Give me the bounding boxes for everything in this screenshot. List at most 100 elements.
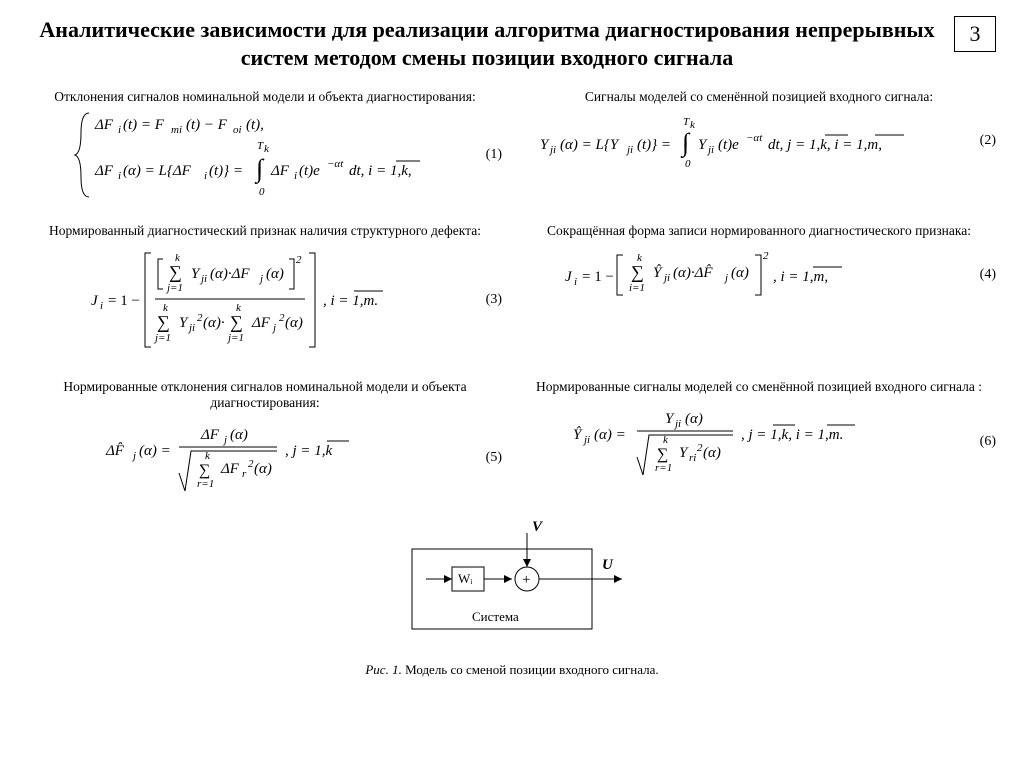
svg-text:ΔF: ΔF bbox=[270, 163, 290, 179]
svg-text:oi: oi bbox=[233, 124, 242, 136]
svg-text:ji: ji bbox=[625, 144, 633, 156]
svg-text:(t)} =: (t)} = bbox=[209, 163, 243, 179]
svg-text:j: j bbox=[131, 450, 136, 462]
eq-number-5: (5) bbox=[474, 450, 502, 466]
svg-text:T: T bbox=[257, 140, 264, 152]
svg-text:∑: ∑ bbox=[169, 262, 182, 282]
svg-text:(α) =: (α) = bbox=[594, 427, 626, 443]
svg-text:(α): (α) bbox=[254, 461, 272, 477]
svg-text:Y: Y bbox=[665, 411, 675, 427]
svg-text:−αt: −αt bbox=[746, 132, 763, 144]
svg-text:(t)e: (t)e bbox=[718, 137, 739, 153]
svg-text:ji: ji bbox=[662, 272, 670, 284]
eq-number-1: (1) bbox=[474, 147, 502, 163]
equation-6: Ŷji (α) = Yji (α) k ∑ r=1 Yri2 (α) , j =… bbox=[522, 401, 968, 483]
svg-text:, j = 1,k, i = 1,m.: , j = 1,k, i = 1,m. bbox=[741, 427, 843, 443]
equation-3: Ji = 1 − k ∑ j=1 Yji (α)·ΔFj (α) 2 bbox=[28, 245, 474, 355]
svg-text:Ŷ: Ŷ bbox=[573, 426, 583, 443]
svg-text:ji: ji bbox=[548, 144, 556, 156]
svg-text:r: r bbox=[242, 468, 247, 480]
svg-text:(α): (α) bbox=[685, 411, 703, 427]
svg-text:ΔF: ΔF bbox=[220, 461, 240, 477]
svg-text:(α) = L{ΔF: (α) = L{ΔF bbox=[123, 163, 192, 179]
svg-text:j=1: j=1 bbox=[165, 282, 183, 294]
svg-text:ji: ji bbox=[673, 418, 681, 430]
svg-text:k: k bbox=[663, 434, 669, 446]
svg-text:j=1: j=1 bbox=[226, 332, 244, 344]
svg-text:∑: ∑ bbox=[230, 312, 243, 332]
svg-text:(t) = F: (t) = F bbox=[123, 117, 165, 133]
svg-text:(α): (α) bbox=[731, 265, 749, 281]
svg-text:i: i bbox=[294, 170, 297, 182]
svg-text:(t),: (t), bbox=[246, 117, 264, 133]
caption-eq2: Сигналы моделей со сменённой позицией вх… bbox=[522, 89, 996, 105]
svg-text:j: j bbox=[723, 272, 728, 284]
svg-text:i: i bbox=[100, 300, 103, 312]
svg-text:i=1: i=1 bbox=[629, 282, 645, 294]
svg-text:, i = 1,m,: , i = 1,m, bbox=[773, 269, 828, 285]
svg-text:J: J bbox=[91, 293, 99, 309]
svg-text:Y: Y bbox=[540, 137, 550, 153]
svg-text:= 1 −: = 1 − bbox=[582, 269, 614, 285]
svg-text:(α) = L{Y: (α) = L{Y bbox=[560, 137, 620, 153]
svg-text:r=1: r=1 bbox=[655, 462, 672, 474]
svg-text:(α)·: (α)· bbox=[203, 315, 225, 331]
svg-text:(t)e: (t)e bbox=[299, 163, 320, 179]
svg-text:∑: ∑ bbox=[631, 262, 644, 282]
svg-text:k: k bbox=[264, 143, 270, 155]
svg-text:j=1: j=1 bbox=[153, 332, 171, 344]
svg-text:ji: ji bbox=[582, 434, 590, 446]
svg-text:Y: Y bbox=[179, 315, 189, 331]
svg-text:Ŷ: Ŷ bbox=[653, 264, 663, 281]
figure-label-Wi: Wᵢ bbox=[458, 571, 473, 586]
svg-text:ΔF: ΔF bbox=[200, 427, 220, 443]
caption-eq6: Нормированные сигналы моделей со сменённ… bbox=[522, 379, 996, 395]
equation-5: ΔF̂j (α) = ΔFj (α) k ∑ r=1 ΔFr2 (α) , j … bbox=[28, 417, 474, 499]
equation-4: Ji = 1 − k ∑ i=1 Ŷji (α)·ΔF̂j (α) 2 , i … bbox=[522, 245, 968, 305]
svg-text:(t)} =: (t)} = bbox=[637, 137, 671, 153]
svg-text:ΔF: ΔF bbox=[94, 163, 114, 179]
svg-text:j: j bbox=[258, 273, 263, 285]
figure-caption-prefix: Рис. 1. bbox=[365, 662, 401, 677]
svg-text:, i = 1,m.: , i = 1,m. bbox=[323, 293, 378, 309]
figure-label-system: Система bbox=[472, 609, 519, 624]
svg-text:0: 0 bbox=[259, 186, 265, 198]
equation-1: ΔFi (t) = Fmi (t) − Foi (t), ΔFi (α) = L… bbox=[28, 111, 474, 199]
svg-text:0: 0 bbox=[685, 158, 691, 170]
svg-text:ji: ji bbox=[706, 144, 714, 156]
caption-eq1: Отклонения сигналов номинальной модели и… bbox=[28, 89, 502, 105]
page-title: Аналитические зависимости для реализации… bbox=[28, 16, 946, 71]
svg-text:ΔF: ΔF bbox=[94, 117, 114, 133]
svg-text:k: k bbox=[205, 450, 211, 462]
eq-number-2: (2) bbox=[968, 133, 996, 149]
caption-eq3: Нормированный диагностический признак на… bbox=[28, 223, 502, 239]
figure-caption-text: Модель со сменой позиции входного сигнал… bbox=[402, 662, 659, 677]
caption-eq5: Нормированные отклонения сигналов номина… bbox=[28, 379, 502, 411]
svg-text:Y: Y bbox=[679, 445, 689, 461]
figure-label-V: V bbox=[532, 519, 544, 535]
svg-text:mi: mi bbox=[171, 124, 182, 136]
svg-text:J: J bbox=[565, 269, 573, 285]
svg-text:−αt: −αt bbox=[327, 158, 344, 170]
svg-text:j: j bbox=[222, 434, 227, 446]
eq-number-6: (6) bbox=[968, 434, 996, 450]
svg-text:i: i bbox=[204, 170, 207, 182]
svg-text:ji: ji bbox=[187, 322, 195, 334]
svg-text:(α)·ΔF̂: (α)·ΔF̂ bbox=[673, 265, 713, 281]
svg-text:ri: ri bbox=[689, 452, 696, 464]
figure-system-diagram: V Wᵢ + U Система bbox=[382, 521, 642, 641]
svg-text:j: j bbox=[271, 322, 276, 334]
svg-text:(α): (α) bbox=[285, 315, 303, 331]
svg-text:(α): (α) bbox=[230, 427, 248, 443]
eq-number-3: (3) bbox=[474, 292, 502, 308]
caption-eq4: Сокращённая форма записи нормированного … bbox=[522, 223, 996, 239]
svg-text:∑: ∑ bbox=[657, 446, 668, 463]
svg-text:2: 2 bbox=[296, 254, 302, 266]
svg-text:T: T bbox=[683, 116, 690, 128]
svg-text:= 1 −: = 1 − bbox=[108, 293, 140, 309]
svg-text:(α) =: (α) = bbox=[139, 443, 171, 459]
svg-text:∫: ∫ bbox=[680, 128, 691, 158]
page-number-box: 3 bbox=[954, 16, 996, 52]
svg-text:∑: ∑ bbox=[199, 462, 210, 479]
figure-label-U: U bbox=[602, 557, 614, 573]
